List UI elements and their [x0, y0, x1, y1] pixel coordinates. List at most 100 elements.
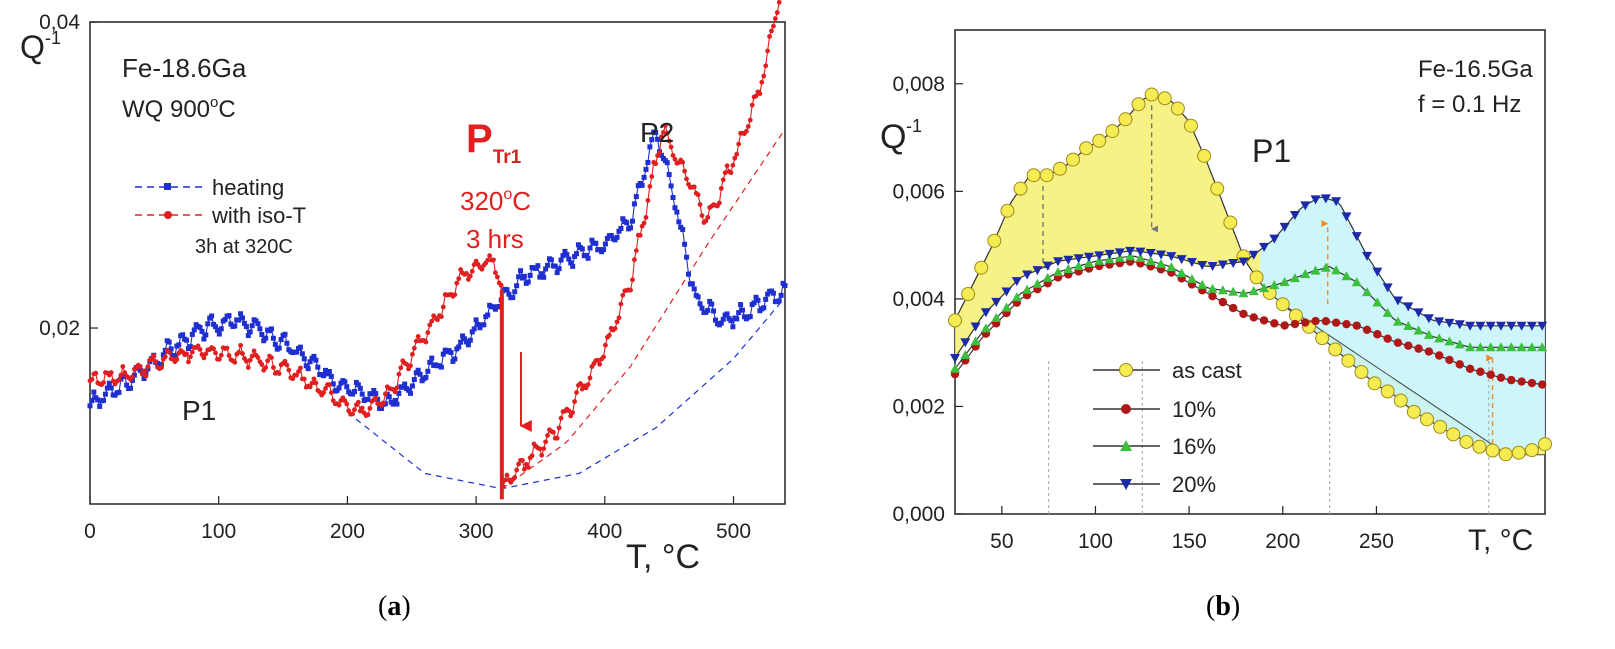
data-point: [463, 339, 469, 345]
data-point: [342, 379, 348, 385]
data-point: [535, 263, 541, 269]
data-point: [980, 308, 991, 318]
data-point: [243, 324, 249, 330]
data-point: [359, 391, 365, 397]
data-point: [1073, 261, 1084, 271]
data-point: [1039, 168, 1054, 183]
data-point: [682, 168, 688, 174]
data-point: [601, 354, 606, 360]
data-point: [603, 342, 608, 348]
data-point: [290, 376, 296, 382]
data-point: [991, 297, 1002, 307]
data-point: [574, 390, 579, 395]
data-point: [203, 351, 209, 357]
y-tick-label-a: 0,02: [39, 317, 80, 340]
data-point: [685, 271, 691, 277]
data-point: [1156, 250, 1167, 260]
data-point: [1393, 393, 1408, 408]
data-point: [95, 397, 101, 403]
data-point: [718, 186, 724, 191]
data-point: [521, 466, 527, 472]
data-point: [1538, 437, 1552, 452]
data-point: [448, 350, 454, 356]
data-point: [716, 200, 722, 206]
data-point: [373, 391, 379, 397]
data-point: [1445, 355, 1454, 365]
data-point: [1341, 353, 1356, 368]
data-point: [218, 326, 224, 332]
data-point: [124, 382, 130, 388]
data-point: [1433, 419, 1448, 434]
data-point: [411, 377, 417, 383]
data-point: [1131, 97, 1146, 112]
data-point: [1413, 325, 1424, 335]
data-point: [504, 472, 510, 478]
ptr1-sub: Tr1: [493, 147, 522, 168]
data-point: [722, 170, 728, 176]
data-point: [214, 327, 220, 333]
data-point: [575, 242, 581, 248]
data-point: [641, 220, 647, 226]
series-as-cast: [948, 87, 1552, 462]
data-point: [1444, 336, 1455, 346]
data-point: [514, 467, 520, 473]
caption-b-open: (: [1206, 591, 1215, 622]
data-point: [776, 0, 782, 5]
data-point: [550, 429, 556, 435]
data-point: [525, 279, 531, 285]
data-point: [537, 274, 543, 280]
data-point: [662, 123, 668, 129]
data-point: [1362, 251, 1373, 261]
data-point: [1537, 342, 1548, 352]
data-point: [699, 305, 705, 311]
data-point: [367, 405, 373, 411]
data-point: [589, 237, 595, 243]
data-point: [1066, 152, 1080, 167]
data-point: [309, 380, 315, 386]
data-point: [970, 336, 981, 346]
data-point: [1157, 91, 1172, 106]
data-point: [323, 367, 329, 373]
data-point: [1170, 101, 1185, 116]
data-point: [1383, 334, 1392, 343]
ptr1-temp-sup: o: [503, 186, 512, 203]
data-point: [465, 342, 471, 348]
data-point: [620, 216, 626, 222]
data-point: [641, 174, 647, 180]
data-point: [570, 263, 576, 269]
data-point: [1186, 258, 1197, 268]
data-point: [1259, 316, 1269, 325]
data-point: [736, 141, 742, 147]
data-point: [543, 266, 549, 272]
data-point: [574, 251, 579, 257]
data-point: [711, 308, 717, 314]
data-point: [572, 253, 578, 259]
data-point: [91, 389, 97, 395]
data-point: [141, 376, 147, 382]
ylabel-a: Q -1: [20, 28, 61, 65]
data-point: [162, 354, 168, 360]
data-point: [311, 376, 317, 382]
data-point: [315, 364, 321, 370]
data-point: [402, 381, 408, 387]
data-point: [1259, 242, 1270, 252]
data-point: [494, 274, 500, 280]
data-point: [1472, 439, 1487, 454]
data-point: [643, 166, 649, 172]
data-point: [684, 176, 689, 182]
data-point: [1321, 317, 1331, 326]
data-point: [653, 161, 659, 167]
data-point: [633, 194, 639, 200]
data-point: [568, 260, 574, 266]
data-point: [282, 358, 288, 364]
legend-a-isot-marker: [164, 211, 172, 219]
data-point: [232, 359, 238, 365]
data-point: [643, 215, 649, 220]
data-point: [770, 290, 776, 296]
legend-b-16-label: 16%: [1172, 434, 1216, 459]
y-tick-label-b: 0,004: [892, 288, 945, 311]
data-point: [118, 372, 124, 378]
data-point: [1207, 261, 1218, 271]
data-point: [668, 183, 674, 189]
data-point: [653, 130, 659, 136]
